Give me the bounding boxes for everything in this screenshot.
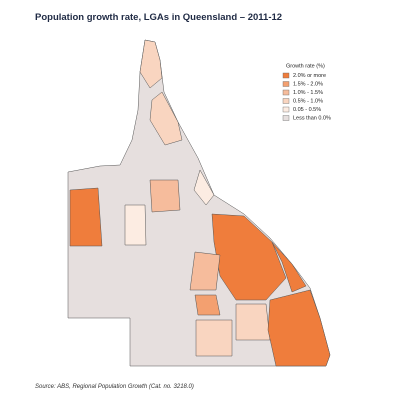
- region: [195, 319, 233, 357]
- region: [69, 187, 103, 247]
- legend-label: 2.0% or more: [293, 73, 326, 79]
- region: [211, 213, 287, 301]
- legend-label: 1.0% - 1.5%: [293, 90, 323, 96]
- title: Population growth rate, LGAs in Queensla…: [35, 12, 282, 23]
- legend-swatch: [282, 89, 290, 96]
- region: [149, 179, 181, 213]
- legend-label: 0.5% - 1.0%: [293, 99, 323, 105]
- region: [194, 294, 221, 316]
- region: [193, 169, 215, 206]
- map: [67, 39, 331, 367]
- source: Source: ABS, Regional Population Growth …: [35, 384, 194, 390]
- legend-swatch: [282, 72, 290, 79]
- region: [124, 204, 147, 246]
- region: [139, 39, 163, 89]
- region: [189, 251, 221, 291]
- legend-title: Growth rate (%): [286, 63, 325, 69]
- region: [271, 241, 307, 293]
- legend-label: Less than 0.0%: [293, 116, 331, 122]
- legend-label: 0.05 - 0.5%: [293, 107, 321, 113]
- region: [267, 289, 331, 367]
- legend-swatch: [282, 81, 290, 87]
- legend-label: 1.5% - 2.0%: [293, 82, 323, 88]
- legend: 2.0% or more 1.5% - 2.0% 1.0% - 1.5% 0.5% -…: [282, 72, 331, 122]
- legend-swatch: [282, 106, 290, 113]
- legend-swatch: [282, 115, 290, 121]
- region: [235, 303, 271, 341]
- legend-swatch: [282, 98, 290, 104]
- region: [149, 91, 183, 146]
